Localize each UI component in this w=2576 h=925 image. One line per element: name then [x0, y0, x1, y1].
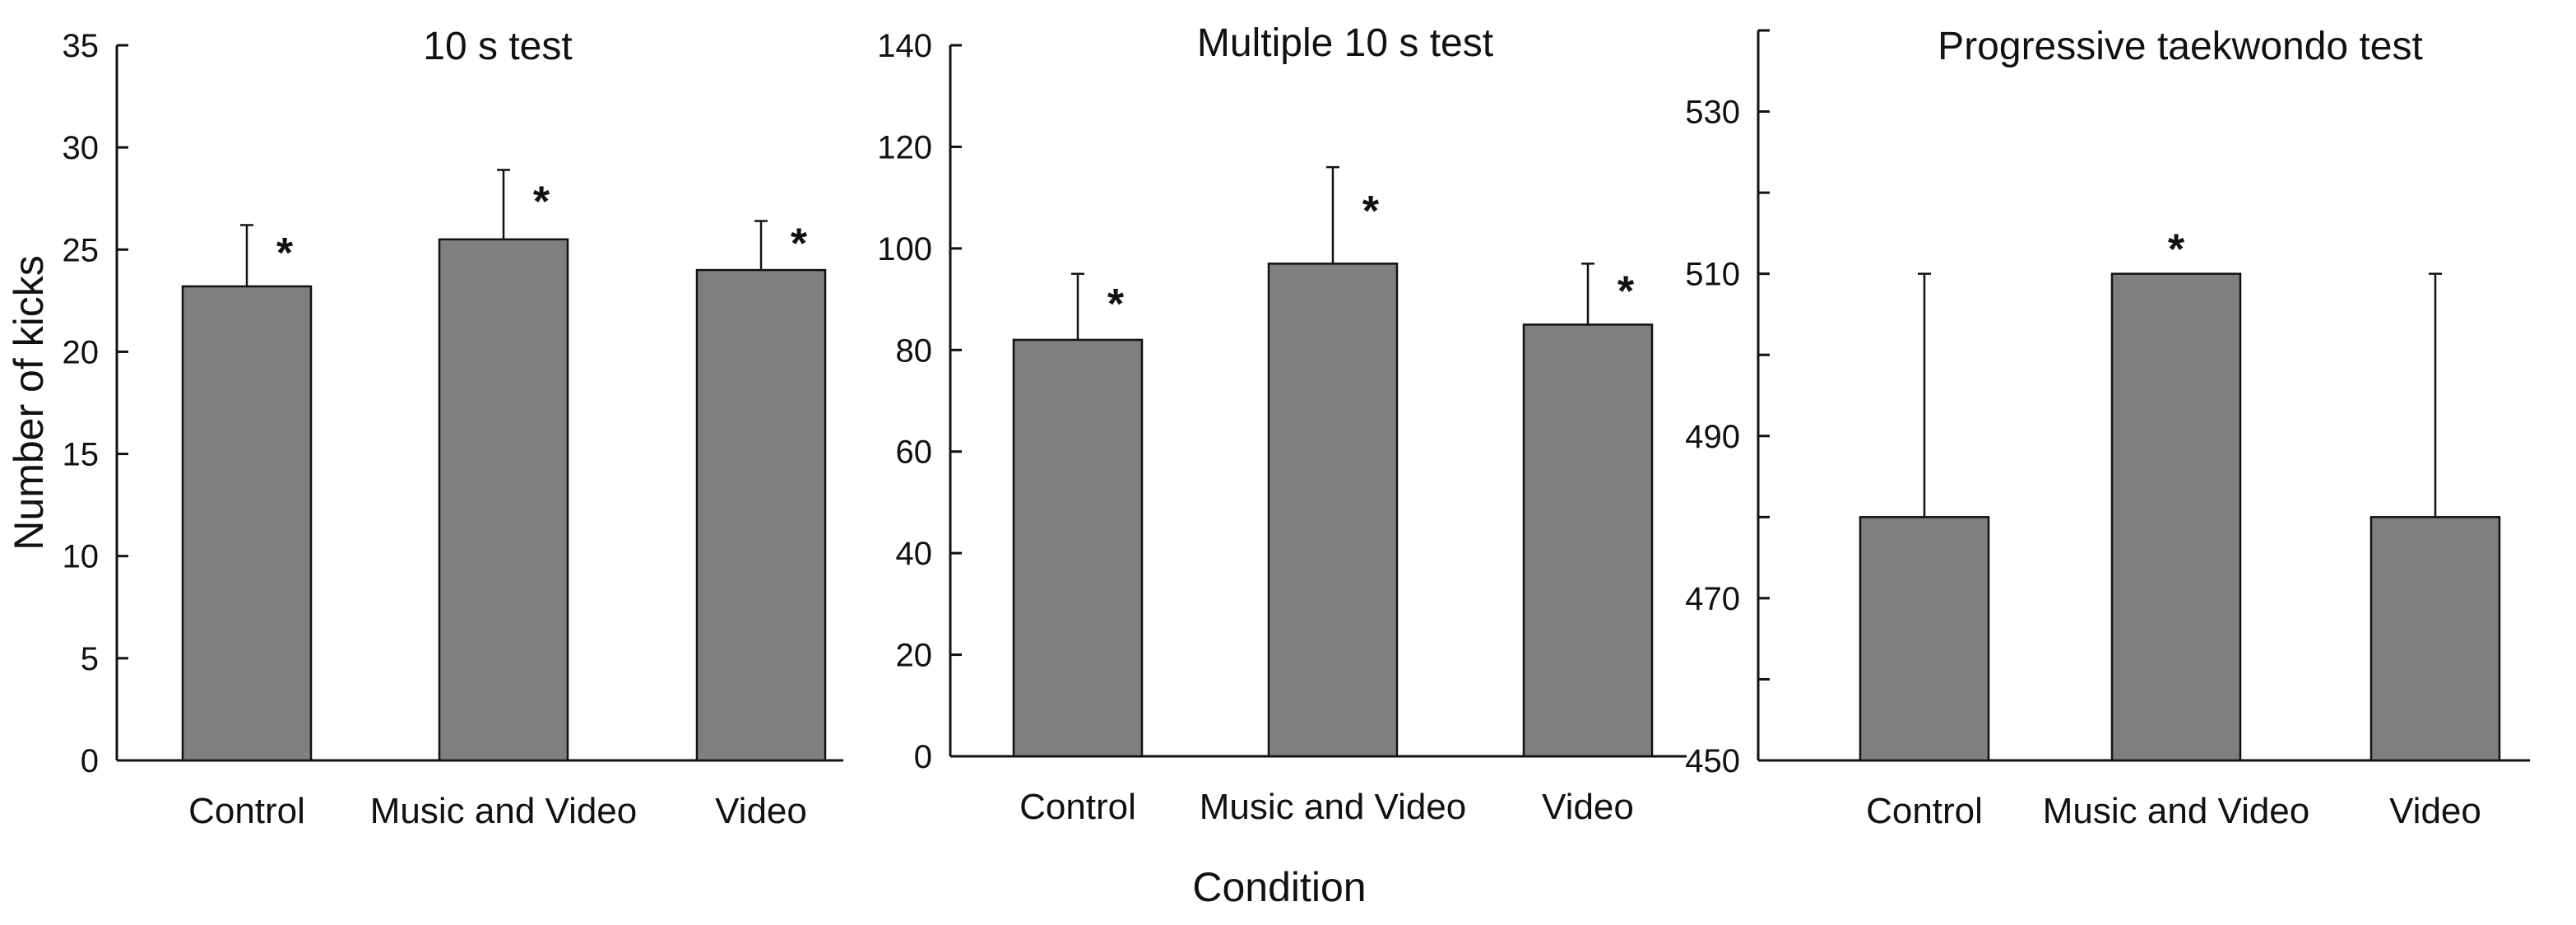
bar-music-and-video — [2110, 272, 2242, 762]
significance-star: * — [1107, 281, 1125, 328]
y-tick-label: 0 — [81, 743, 99, 779]
bar-video — [2369, 516, 2501, 762]
y-tick-label: 5 — [81, 641, 99, 677]
bar-control — [1012, 338, 1144, 758]
category-label: Video — [715, 791, 807, 831]
significance-star: * — [2168, 226, 2185, 274]
category-label: Control — [188, 791, 305, 831]
category-label: Music and Video — [370, 791, 638, 831]
category-label: Video — [1542, 787, 1634, 827]
y-tick-label: 0 — [914, 739, 932, 775]
y-tick-label: 30 — [63, 130, 100, 166]
y-tick-label: 25 — [63, 232, 100, 268]
y-tick-label: 10 — [63, 539, 100, 575]
y-tick-label: 490 — [1685, 419, 1740, 455]
bar-video — [1522, 323, 1654, 758]
y-tick-label: 510 — [1685, 257, 1740, 293]
y-axis-title: Number of kicks — [6, 255, 52, 550]
y-tick-label: 20 — [896, 638, 933, 674]
significance-star: * — [791, 220, 808, 267]
panel-title: Multiple 10 s test — [1197, 21, 1493, 65]
y-tick-label: 15 — [63, 437, 100, 473]
significance-star: * — [276, 230, 294, 277]
y-tick-label: 60 — [896, 435, 933, 471]
panel-title: Progressive taekwondo test — [1938, 25, 2423, 68]
bar-music-and-video — [1267, 263, 1399, 758]
significance-star: * — [1362, 188, 1380, 235]
category-label: Music and Video — [1200, 787, 1467, 827]
chart-panel-3: Progressive taekwondo test 450 470 490 510 53… — [1685, 25, 2530, 831]
x-axis-title: Condition — [1192, 864, 1366, 910]
chart-panel-2: Multiple 10 s test 0 20 40 60 80 100 120 140 * Con… — [877, 21, 1687, 827]
y-tick-label: 20 — [63, 334, 100, 370]
y-tick-label: 140 — [877, 28, 932, 64]
bar-video — [695, 268, 827, 762]
y-tick-label: 35 — [63, 28, 100, 64]
panel-title: 10 s test — [423, 25, 572, 68]
y-tick-label: 450 — [1685, 743, 1740, 779]
significance-star: * — [533, 178, 550, 225]
y-tick-label: 40 — [896, 536, 933, 572]
category-label: Video — [2389, 791, 2481, 831]
significance-star: * — [1618, 268, 1635, 316]
bar-music-and-video — [438, 238, 569, 762]
y-tick-label: 100 — [877, 231, 932, 267]
category-label: Control — [1019, 787, 1136, 827]
bar-control — [1859, 516, 1990, 762]
bar-control — [181, 285, 313, 762]
y-tick-label: 120 — [877, 129, 932, 165]
y-tick-label: 530 — [1685, 95, 1740, 131]
category-label: Control — [1866, 791, 1983, 831]
chart-panel-1: 10 s test 0 5 10 15 20 25 30 35 Number of kicks * C… — [6, 25, 843, 831]
y-tick-label: 80 — [896, 332, 933, 369]
y-tick-label: 470 — [1685, 581, 1740, 617]
category-label: Music and Video — [2043, 791, 2310, 831]
